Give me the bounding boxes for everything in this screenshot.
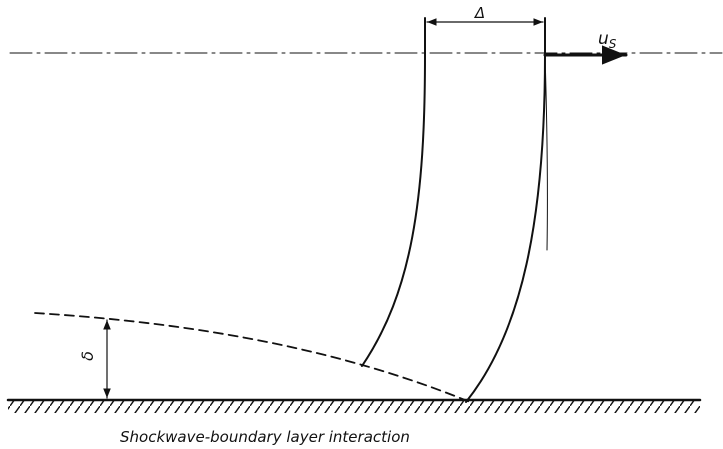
gap-label: Δ xyxy=(474,4,485,22)
boundary-layer-edge xyxy=(34,312,471,403)
velocity-subscript: S xyxy=(609,37,617,51)
reference-line xyxy=(544,54,548,251)
wall-hatching xyxy=(8,401,700,413)
thickness-label: δ xyxy=(78,351,97,361)
velocity-label: uS xyxy=(598,29,617,51)
shock-front-left xyxy=(361,17,426,367)
velocity-symbol: u xyxy=(598,29,609,49)
shock-front-right xyxy=(465,17,546,403)
caption: Shockwave-boundary layer interaction xyxy=(120,428,410,446)
